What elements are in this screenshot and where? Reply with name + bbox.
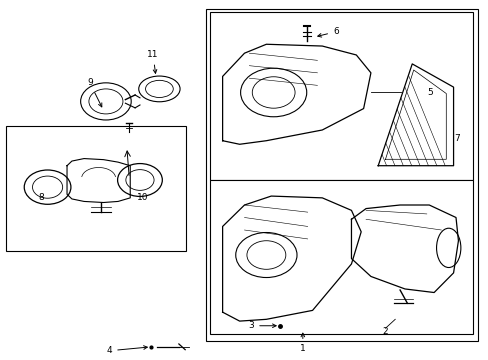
Polygon shape (351, 205, 458, 293)
Text: 9: 9 (87, 78, 102, 107)
Polygon shape (222, 196, 361, 321)
Bar (210, 180, 472, 334)
Bar (6, 126, 186, 251)
Text: 7: 7 (454, 134, 459, 143)
Polygon shape (67, 158, 130, 203)
Text: 1: 1 (299, 333, 305, 353)
Bar (205, 9, 477, 341)
Text: 8: 8 (38, 193, 44, 202)
Text: 3: 3 (248, 321, 276, 330)
Polygon shape (377, 64, 453, 166)
Text: 4: 4 (106, 346, 147, 355)
Polygon shape (222, 44, 370, 144)
Text: 5: 5 (426, 88, 432, 97)
Text: 6: 6 (317, 27, 338, 37)
Bar (210, 12, 472, 180)
Text: 11: 11 (147, 50, 159, 73)
Text: 2: 2 (382, 327, 387, 336)
Text: 10: 10 (136, 193, 148, 202)
